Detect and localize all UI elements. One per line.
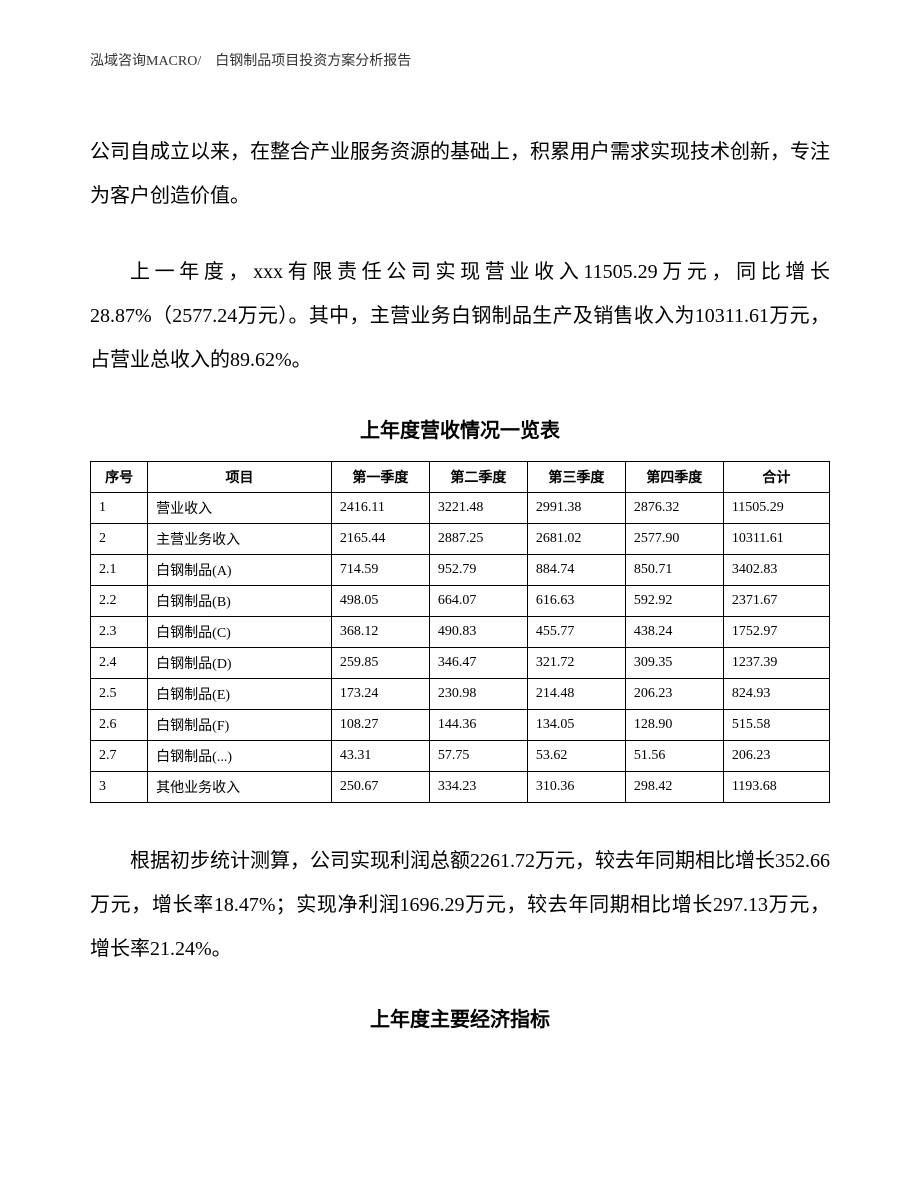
cell-q2: 334.23 <box>429 772 527 803</box>
cell-q4: 298.42 <box>625 772 723 803</box>
cell-total: 2371.67 <box>723 586 829 617</box>
cell-seq: 2.5 <box>91 679 148 710</box>
col-header-item: 项目 <box>148 462 332 493</box>
table-row: 2.2 白钢制品(B) 498.05 664.07 616.63 592.92 … <box>91 586 830 617</box>
cell-q3: 455.77 <box>527 617 625 648</box>
cell-q4: 438.24 <box>625 617 723 648</box>
table-row: 2 主营业务收入 2165.44 2887.25 2681.02 2577.90… <box>91 524 830 555</box>
cell-q3: 884.74 <box>527 555 625 586</box>
cell-seq: 2.1 <box>91 555 148 586</box>
table-body: 1 营业收入 2416.11 3221.48 2991.38 2876.32 1… <box>91 493 830 803</box>
cell-q1: 2416.11 <box>331 493 429 524</box>
cell-q2: 3221.48 <box>429 493 527 524</box>
cell-total: 1752.97 <box>723 617 829 648</box>
cell-q4: 128.90 <box>625 710 723 741</box>
table-row: 2.1 白钢制品(A) 714.59 952.79 884.74 850.71 … <box>91 555 830 586</box>
table-title: 上年度营收情况一览表 <box>90 414 830 443</box>
table-row: 1 营业收入 2416.11 3221.48 2991.38 2876.32 1… <box>91 493 830 524</box>
cell-q4: 2876.32 <box>625 493 723 524</box>
table-row: 2.6 白钢制品(F) 108.27 144.36 134.05 128.90 … <box>91 710 830 741</box>
cell-q2: 346.47 <box>429 648 527 679</box>
page-header: 泓域咨询MACRO/ 白钢制品项目投资方案分析报告 <box>90 50 830 70</box>
cell-q2: 664.07 <box>429 586 527 617</box>
cell-q4: 206.23 <box>625 679 723 710</box>
cell-q4: 309.35 <box>625 648 723 679</box>
col-header-q1: 第一季度 <box>331 462 429 493</box>
cell-q2: 230.98 <box>429 679 527 710</box>
table-row: 2.5 白钢制品(E) 173.24 230.98 214.48 206.23 … <box>91 679 830 710</box>
cell-seq: 2.7 <box>91 741 148 772</box>
cell-item: 白钢制品(...) <box>148 741 332 772</box>
cell-seq: 2 <box>91 524 148 555</box>
cell-q1: 259.85 <box>331 648 429 679</box>
col-header-total: 合计 <box>723 462 829 493</box>
cell-q4: 2577.90 <box>625 524 723 555</box>
document-page: 泓域咨询MACRO/ 白钢制品项目投资方案分析报告 公司自成立以来，在整合产业服… <box>0 0 920 1110</box>
col-header-q3: 第三季度 <box>527 462 625 493</box>
cell-q1: 368.12 <box>331 617 429 648</box>
cell-q3: 214.48 <box>527 679 625 710</box>
cell-total: 3402.83 <box>723 555 829 586</box>
col-header-q2: 第二季度 <box>429 462 527 493</box>
cell-item: 白钢制品(A) <box>148 555 332 586</box>
cell-q3: 2991.38 <box>527 493 625 524</box>
paragraph-2: 上一年度，xxx有限责任公司实现营业收入11505.29万元，同比增长28.87… <box>90 250 830 382</box>
cell-item: 其他业务收入 <box>148 772 332 803</box>
cell-q1: 714.59 <box>331 555 429 586</box>
cell-total: 206.23 <box>723 741 829 772</box>
cell-q3: 134.05 <box>527 710 625 741</box>
cell-total: 11505.29 <box>723 493 829 524</box>
cell-q2: 952.79 <box>429 555 527 586</box>
cell-seq: 2.4 <box>91 648 148 679</box>
cell-q2: 144.36 <box>429 710 527 741</box>
cell-item: 白钢制品(E) <box>148 679 332 710</box>
table-row: 2.7 白钢制品(...) 43.31 57.75 53.62 51.56 20… <box>91 741 830 772</box>
cell-total: 824.93 <box>723 679 829 710</box>
table2-title: 上年度主要经济指标 <box>90 1003 830 1032</box>
cell-seq: 2.6 <box>91 710 148 741</box>
cell-total: 1193.68 <box>723 772 829 803</box>
cell-q1: 108.27 <box>331 710 429 741</box>
col-header-seq: 序号 <box>91 462 148 493</box>
cell-q3: 321.72 <box>527 648 625 679</box>
cell-seq: 1 <box>91 493 148 524</box>
table-row: 2.3 白钢制品(C) 368.12 490.83 455.77 438.24 … <box>91 617 830 648</box>
cell-item: 主营业务收入 <box>148 524 332 555</box>
cell-total: 515.58 <box>723 710 829 741</box>
cell-seq: 2.2 <box>91 586 148 617</box>
cell-item: 白钢制品(C) <box>148 617 332 648</box>
cell-q4: 850.71 <box>625 555 723 586</box>
cell-seq: 3 <box>91 772 148 803</box>
cell-item: 白钢制品(F) <box>148 710 332 741</box>
cell-total: 1237.39 <box>723 648 829 679</box>
table-header-row: 序号 项目 第一季度 第二季度 第三季度 第四季度 合计 <box>91 462 830 493</box>
cell-q1: 173.24 <box>331 679 429 710</box>
cell-item: 白钢制品(B) <box>148 586 332 617</box>
table-row: 2.4 白钢制品(D) 259.85 346.47 321.72 309.35 … <box>91 648 830 679</box>
col-header-q4: 第四季度 <box>625 462 723 493</box>
table-row: 3 其他业务收入 250.67 334.23 310.36 298.42 119… <box>91 772 830 803</box>
cell-q2: 2887.25 <box>429 524 527 555</box>
cell-q2: 57.75 <box>429 741 527 772</box>
cell-q3: 2681.02 <box>527 524 625 555</box>
cell-q4: 51.56 <box>625 741 723 772</box>
cell-seq: 2.3 <box>91 617 148 648</box>
cell-item: 白钢制品(D) <box>148 648 332 679</box>
cell-q3: 310.36 <box>527 772 625 803</box>
revenue-table: 序号 项目 第一季度 第二季度 第三季度 第四季度 合计 1 营业收入 2416… <box>90 461 830 803</box>
cell-q3: 616.63 <box>527 586 625 617</box>
cell-q1: 43.31 <box>331 741 429 772</box>
cell-q3: 53.62 <box>527 741 625 772</box>
cell-total: 10311.61 <box>723 524 829 555</box>
cell-item: 营业收入 <box>148 493 332 524</box>
paragraph-3: 根据初步统计测算，公司实现利润总额2261.72万元，较去年同期相比增长352.… <box>90 839 830 971</box>
paragraph-1: 公司自成立以来，在整合产业服务资源的基础上，积累用户需求实现技术创新，专注为客户… <box>90 130 830 218</box>
cell-q2: 490.83 <box>429 617 527 648</box>
cell-q4: 592.92 <box>625 586 723 617</box>
cell-q1: 250.67 <box>331 772 429 803</box>
cell-q1: 2165.44 <box>331 524 429 555</box>
cell-q1: 498.05 <box>331 586 429 617</box>
